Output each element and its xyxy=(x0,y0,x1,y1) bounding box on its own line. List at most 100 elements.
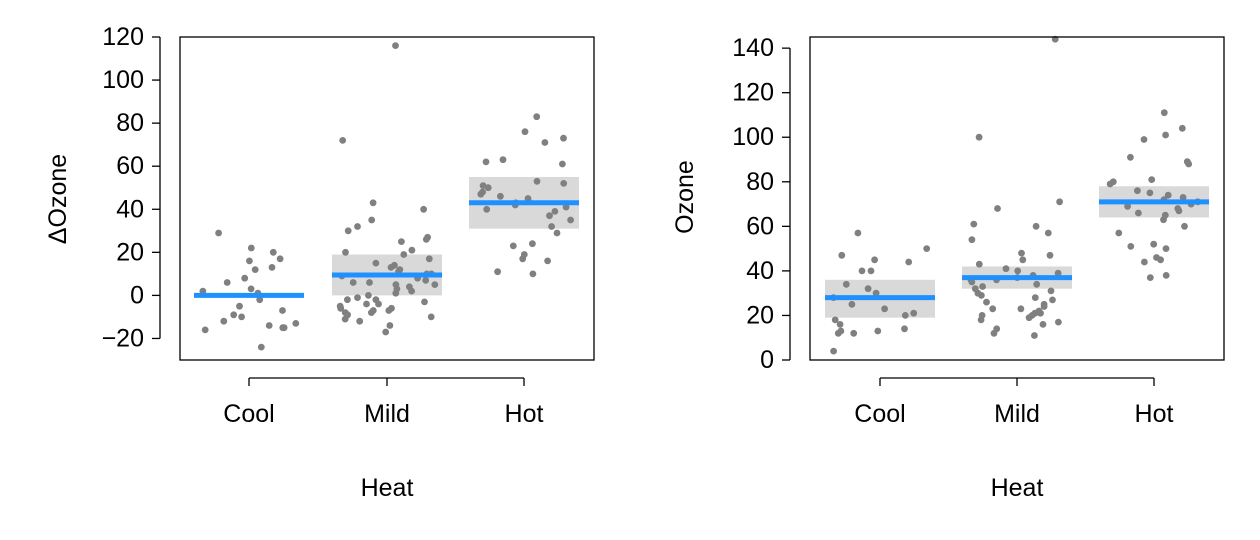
y-tick-label: 80 xyxy=(746,168,774,196)
data-point xyxy=(484,184,492,192)
x-axis-title: Heat xyxy=(361,474,414,502)
data-point xyxy=(867,267,875,275)
data-point xyxy=(354,223,361,230)
x-tick-label: Cool xyxy=(223,400,274,428)
data-point xyxy=(400,251,408,258)
y-axis-title: ΔOzone xyxy=(44,154,72,244)
data-point xyxy=(901,312,909,319)
data-point xyxy=(1017,305,1025,313)
data-point xyxy=(342,248,349,256)
data-point xyxy=(408,246,416,254)
data-point xyxy=(968,278,976,286)
data-point xyxy=(1179,194,1187,201)
data-point xyxy=(247,244,255,252)
data-point xyxy=(830,347,837,355)
data-point xyxy=(215,229,223,237)
data-point xyxy=(279,307,286,314)
data-point xyxy=(1175,207,1183,215)
data-point xyxy=(850,329,858,337)
data-point xyxy=(354,294,361,301)
data-point xyxy=(392,289,400,297)
y-tick-label: 0 xyxy=(130,281,144,309)
data-point xyxy=(854,229,862,237)
data-point xyxy=(1185,160,1193,168)
data-point xyxy=(989,305,997,313)
data-point xyxy=(268,264,276,271)
data-point xyxy=(923,245,931,253)
data-point xyxy=(968,236,976,244)
data-point xyxy=(497,192,504,200)
y-tick-label: 60 xyxy=(116,152,144,180)
data-point xyxy=(551,208,559,215)
data-point xyxy=(1044,229,1052,237)
panel-1: −20 0 20 40 60 80 100 120 Cool Mild Hot Heat ΔOzone xyxy=(44,23,595,502)
data-point xyxy=(1047,287,1055,295)
y-tick-label: 120 xyxy=(732,79,774,107)
data-point xyxy=(398,238,405,246)
data-point xyxy=(1124,202,1131,210)
data-point xyxy=(831,316,839,324)
panel-2: 0 20 40 60 80 100 120 140 Cool Mild Hot Heat Ozone xyxy=(671,34,1225,502)
data-point xyxy=(848,300,856,308)
data-point xyxy=(241,274,249,282)
data-point xyxy=(230,311,238,319)
data-point xyxy=(375,300,382,308)
data-point xyxy=(344,227,352,235)
y-tick-label: 140 xyxy=(732,34,774,62)
x-tick-label: Hot xyxy=(1135,400,1174,428)
data-point xyxy=(1160,216,1167,224)
data-point xyxy=(356,317,364,325)
plot-frame xyxy=(179,36,595,361)
data-point xyxy=(1164,191,1172,199)
y-tick-label: 20 xyxy=(116,238,144,266)
data-point xyxy=(881,305,888,313)
y-tick-label: 100 xyxy=(102,66,144,94)
x-axis-title: Heat xyxy=(991,474,1044,502)
data-point xyxy=(1127,243,1135,250)
data-point xyxy=(276,255,284,263)
data-point xyxy=(994,205,1001,212)
data-point xyxy=(1146,189,1154,197)
data-point xyxy=(1141,258,1148,266)
data-point xyxy=(341,315,349,323)
data-point xyxy=(1054,269,1062,277)
x-tick-label: Mild xyxy=(994,400,1040,428)
data-point xyxy=(1160,109,1168,117)
data-point xyxy=(372,259,380,267)
data-point xyxy=(494,268,501,276)
data-point xyxy=(1014,267,1022,275)
data-point xyxy=(1032,222,1040,230)
data-point xyxy=(236,302,243,310)
data-point xyxy=(238,313,246,321)
data-point xyxy=(483,205,491,213)
y-tick-label: 120 xyxy=(102,23,144,51)
data-point xyxy=(1135,209,1142,217)
data-point xyxy=(1025,314,1033,322)
data-point xyxy=(858,267,866,275)
data-point xyxy=(349,279,357,286)
y-tick-label: 40 xyxy=(116,195,144,223)
data-point xyxy=(975,260,983,268)
y-tick-label: −20 xyxy=(102,324,144,352)
data-point xyxy=(1140,136,1148,143)
data-point xyxy=(256,296,264,304)
data-point xyxy=(559,160,566,168)
data-point xyxy=(223,279,231,286)
data-point xyxy=(1134,187,1141,195)
data-point xyxy=(533,113,541,121)
data-point xyxy=(365,292,372,299)
y-axis-title: Ozone xyxy=(671,160,699,234)
data-point xyxy=(529,270,537,278)
data-point xyxy=(562,203,570,211)
data-point xyxy=(871,256,878,264)
data-point xyxy=(499,156,507,164)
data-point xyxy=(408,287,415,295)
x-tick-label: Mild xyxy=(364,400,410,428)
data-point xyxy=(546,212,553,220)
data-point xyxy=(567,216,574,224)
data-point xyxy=(387,264,395,271)
data-point xyxy=(529,240,536,248)
data-point xyxy=(424,233,431,241)
data-point xyxy=(541,139,549,146)
data-point xyxy=(975,133,983,141)
